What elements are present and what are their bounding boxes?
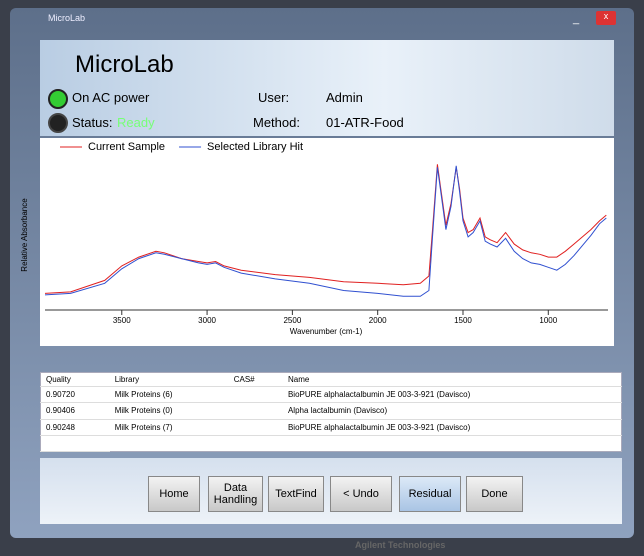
button[interactable]: < Undo: [330, 476, 392, 512]
header-panel: [40, 40, 614, 136]
x-tick-label: 1500: [454, 316, 472, 325]
table-cell: Milk Proteins (0): [109, 402, 229, 420]
table-cell: Alpha lactalbumin (Davisco): [282, 402, 622, 420]
empty-row: [40, 435, 622, 453]
method: 01-ATR-Food: [326, 115, 404, 130]
table-cell: [228, 402, 283, 420]
column-header: CAS#: [228, 372, 283, 387]
legend-label: Current Sample: [88, 141, 165, 153]
button[interactable]: Home: [148, 476, 200, 512]
button[interactable]: Residual: [399, 476, 461, 512]
method-label: Method:: [253, 115, 300, 130]
spectrum-line: [44, 164, 607, 294]
table-cell: Milk Proteins (7): [109, 419, 229, 436]
user-label: User:: [258, 90, 290, 105]
table-row[interactable]: 0.90406 Milk Proteins (0) Alpha lactalbumi…: [40, 402, 622, 420]
x-tick-label: 3000: [198, 316, 216, 325]
x-tick-label: 2000: [369, 316, 387, 325]
x-axis-title: Wavenumber (cm-1): [290, 327, 363, 336]
x-tick-label: 3500: [113, 316, 131, 325]
minimize-button[interactable]: _: [573, 13, 580, 25]
button[interactable]: TextFind: [268, 476, 324, 512]
status-label: Status:: [72, 115, 113, 130]
table-cell: [228, 419, 283, 436]
table-cell: 0.90248: [40, 419, 110, 436]
column-header: Library: [109, 372, 229, 387]
results-table: Quality Library CAS# Name 0.90720 Milk Protei…: [40, 372, 622, 453]
window-title: MicroLab: [48, 13, 86, 23]
legend-label: Selected Library Hit: [207, 141, 303, 153]
column-header: Name: [282, 372, 622, 387]
table-row[interactable]: 0.90248 Milk Proteins (7) BioPURE alphalac…: [40, 419, 622, 436]
button[interactable]: Done: [466, 476, 523, 512]
footer-logo: Agilent Technologies: [355, 540, 446, 550]
user: Admin: [326, 90, 363, 105]
power-status: On AC power: [72, 90, 150, 105]
plot-panel: [40, 138, 614, 346]
spectrum-line: [44, 165, 607, 297]
table-cell: [228, 386, 283, 404]
app-name: MicroLab: [75, 51, 174, 78]
x-tick-label: 1000: [539, 316, 557, 325]
column-header: Quality: [40, 372, 110, 387]
table-cell: 0.90720: [40, 386, 110, 404]
y-axis-title: Relative Absorbance: [20, 198, 29, 272]
status-indicator: [48, 113, 68, 133]
x-tick-label: 2500: [283, 316, 301, 325]
power-indicator: [48, 89, 68, 109]
table-cell: 0.90406: [40, 402, 110, 420]
status-value: Ready: [117, 115, 155, 130]
table-cell: BioPURE alphalactalbumin JE 003-3-921 (D…: [282, 419, 622, 436]
close-button[interactable]: x: [596, 11, 616, 25]
table-row[interactable]: 0.90720 Milk Proteins (6) BioPURE alphalac…: [40, 386, 622, 404]
button[interactable]: Data Handling: [208, 476, 263, 512]
table-cell: Milk Proteins (6): [109, 386, 229, 404]
table-cell: BioPURE alphalactalbumin JE 003-3-921 (D…: [282, 386, 622, 404]
